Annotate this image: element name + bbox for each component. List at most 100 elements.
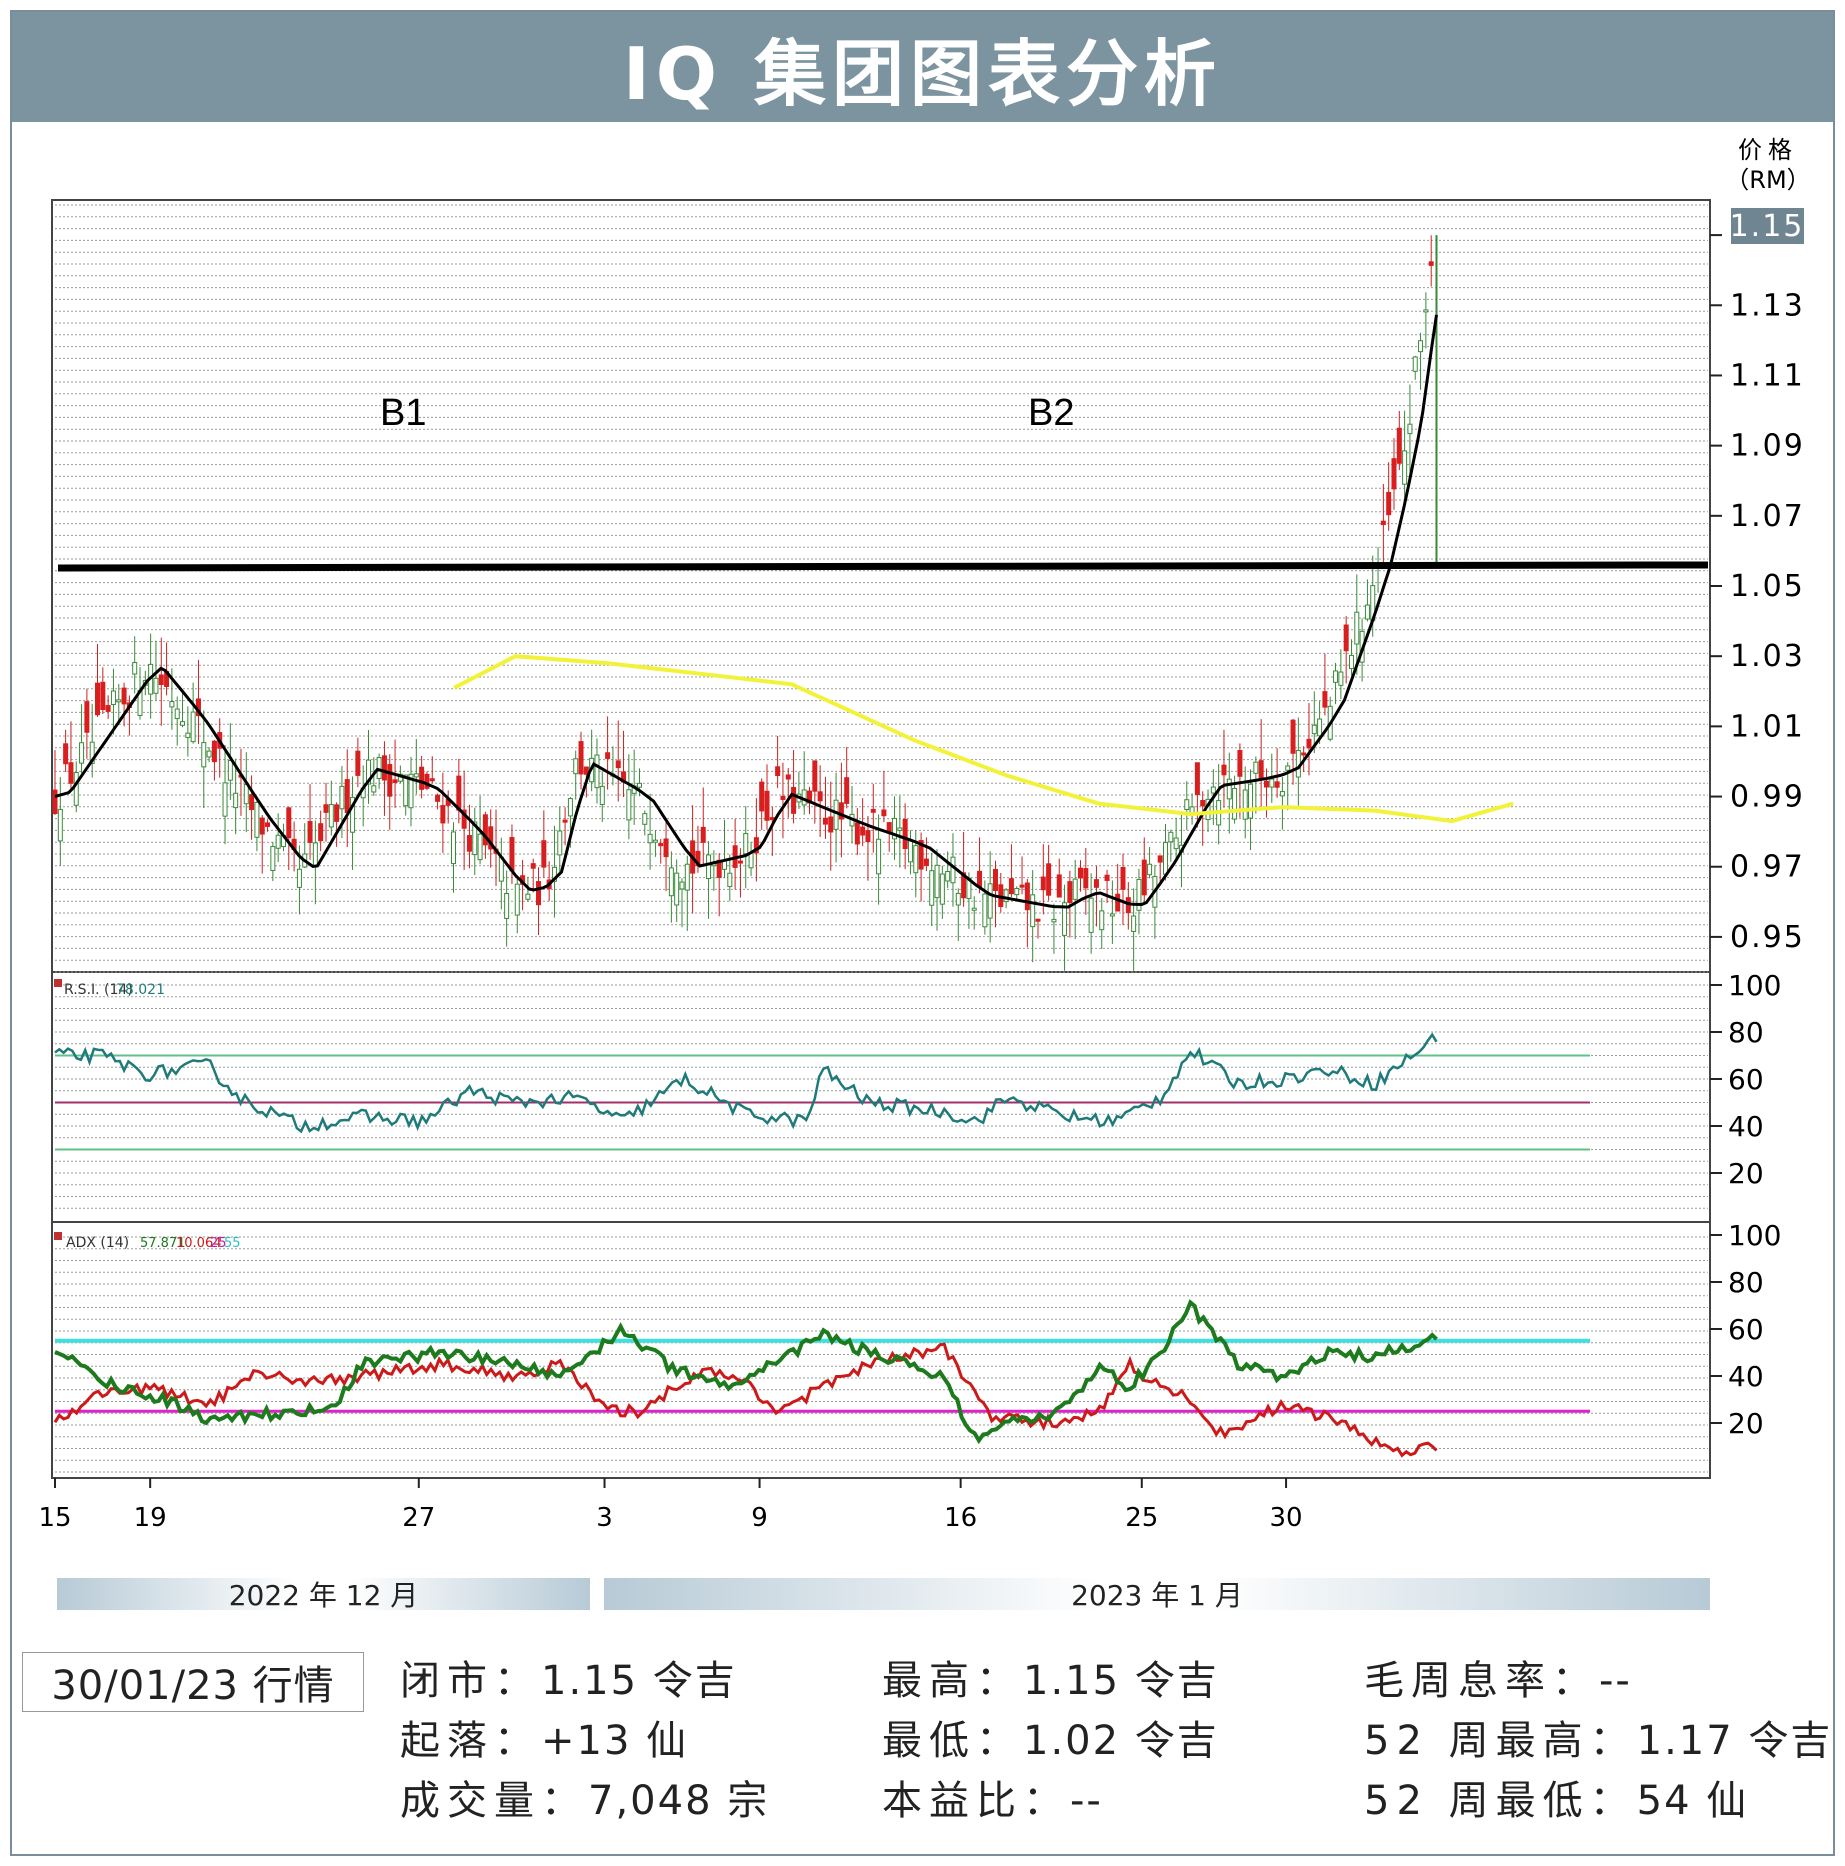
candle-body (812, 760, 818, 792)
candle-body (1099, 910, 1105, 931)
rsi-tick-label: 20 (1728, 1157, 1764, 1190)
candle-body (365, 759, 371, 785)
adx-tick-label: 20 (1728, 1407, 1764, 1440)
candle-body (918, 839, 924, 870)
candle-body (562, 819, 568, 823)
candle-body (233, 792, 239, 809)
candle-body (1269, 778, 1275, 788)
candle-body (270, 846, 276, 871)
candle-body (1147, 863, 1153, 876)
candle-body (530, 863, 536, 869)
stat-low-value: 1.02 令吉 (1023, 1718, 1219, 1764)
chart-frame (10, 10, 1835, 1856)
candle-body (1184, 799, 1190, 810)
candle-body (663, 838, 669, 858)
candle-body (296, 868, 302, 888)
candle-body (1168, 831, 1174, 843)
candle-body (259, 817, 265, 835)
candle-body (201, 742, 207, 768)
adx-tick-label: 100 (1728, 1219, 1781, 1252)
stat-change: 起落：+13 仙 (400, 1708, 688, 1766)
candle-body (881, 809, 887, 817)
candle-body (1109, 913, 1115, 917)
candle-body (1088, 897, 1094, 933)
stat-low: 最低：1.02 令吉 (882, 1708, 1219, 1766)
candle-body (514, 883, 520, 916)
candle-body (1046, 863, 1052, 896)
stat-close-value: 1.15 令吉 (541, 1658, 737, 1704)
candle-body (897, 827, 903, 832)
x-tick-label: 3 (596, 1503, 613, 1533)
candle-body (403, 774, 409, 807)
candle-body (509, 837, 515, 872)
candle-body (158, 674, 164, 685)
candle-body (950, 856, 956, 884)
price-tick-label: 1.13 (1730, 288, 1805, 323)
adx-legend: ADX (14) 57.871 10.064 25 55 (54, 1232, 241, 1251)
candle-body (1024, 882, 1030, 911)
candle-body (892, 817, 898, 840)
candle-body (1093, 879, 1099, 888)
candle-body (132, 662, 138, 675)
rsi-panel (51, 971, 1711, 1223)
x-tick-label: 15 (38, 1503, 71, 1533)
candle-body (121, 687, 127, 705)
candle-body (626, 789, 632, 821)
candle-body (57, 808, 63, 842)
candle-body (339, 785, 345, 810)
last-price-highlight (1731, 208, 1804, 244)
candle-body (286, 807, 292, 839)
candle-body (249, 794, 255, 811)
candle-body (504, 892, 510, 919)
candle-body (1322, 691, 1328, 708)
candle-body (190, 711, 196, 743)
candle-body (52, 789, 58, 815)
candle-body (551, 866, 557, 882)
stat-close-label: 闭市： (400, 1658, 541, 1704)
candle-body (1402, 450, 1408, 485)
candle-body (1062, 902, 1068, 936)
candle-body (1115, 893, 1121, 912)
adx-legend-value-2: 10.064 (176, 1236, 222, 1251)
candle-body (1200, 799, 1206, 807)
candle-body (222, 782, 228, 817)
candle-body (615, 760, 621, 769)
candle-body (1008, 878, 1014, 895)
candle-body (1380, 520, 1386, 526)
candle-body (1030, 894, 1036, 928)
candle-body (1338, 671, 1344, 686)
candle-body (1067, 881, 1073, 903)
candle-body (833, 799, 839, 830)
candle-body (211, 740, 217, 763)
rsi-tick-label: 60 (1728, 1063, 1764, 1096)
candle-body (844, 777, 850, 804)
candle-body (1232, 787, 1238, 820)
candle-body (743, 833, 749, 855)
price-tick-label: 1.01 (1730, 709, 1805, 744)
stat-52w-high-label: 52 周最高： (1364, 1718, 1637, 1764)
candle-body (63, 743, 69, 765)
stat-change-label: 起落： (400, 1718, 541, 1764)
candle-body (355, 750, 361, 776)
candle-body (860, 826, 866, 836)
rsi-tick-label: 80 (1728, 1016, 1764, 1049)
chart-title: IQ 集团图表分析 (12, 12, 1833, 122)
stat-pe-label: 本益比： (882, 1778, 1070, 1824)
stat-change-value: +13 仙 (541, 1718, 689, 1764)
candle-body (945, 871, 951, 882)
candle-body (1418, 340, 1424, 353)
candle-body (456, 775, 462, 811)
annotation-b2: B2 (1028, 392, 1074, 434)
rsi-tick-label: 100 (1728, 969, 1781, 1002)
candle-body (647, 833, 653, 844)
candle-body (408, 773, 414, 809)
candle-body (1253, 761, 1259, 774)
stat-yield: 毛周息率：-- (1364, 1648, 1632, 1706)
candle-body (1279, 791, 1285, 797)
candle-body (785, 774, 791, 780)
candle-body (1412, 356, 1418, 372)
stat-volume-label: 成交量： (400, 1778, 588, 1824)
price-axis-label-line2: （RM） (1725, 166, 1810, 194)
candle-body (116, 699, 122, 703)
